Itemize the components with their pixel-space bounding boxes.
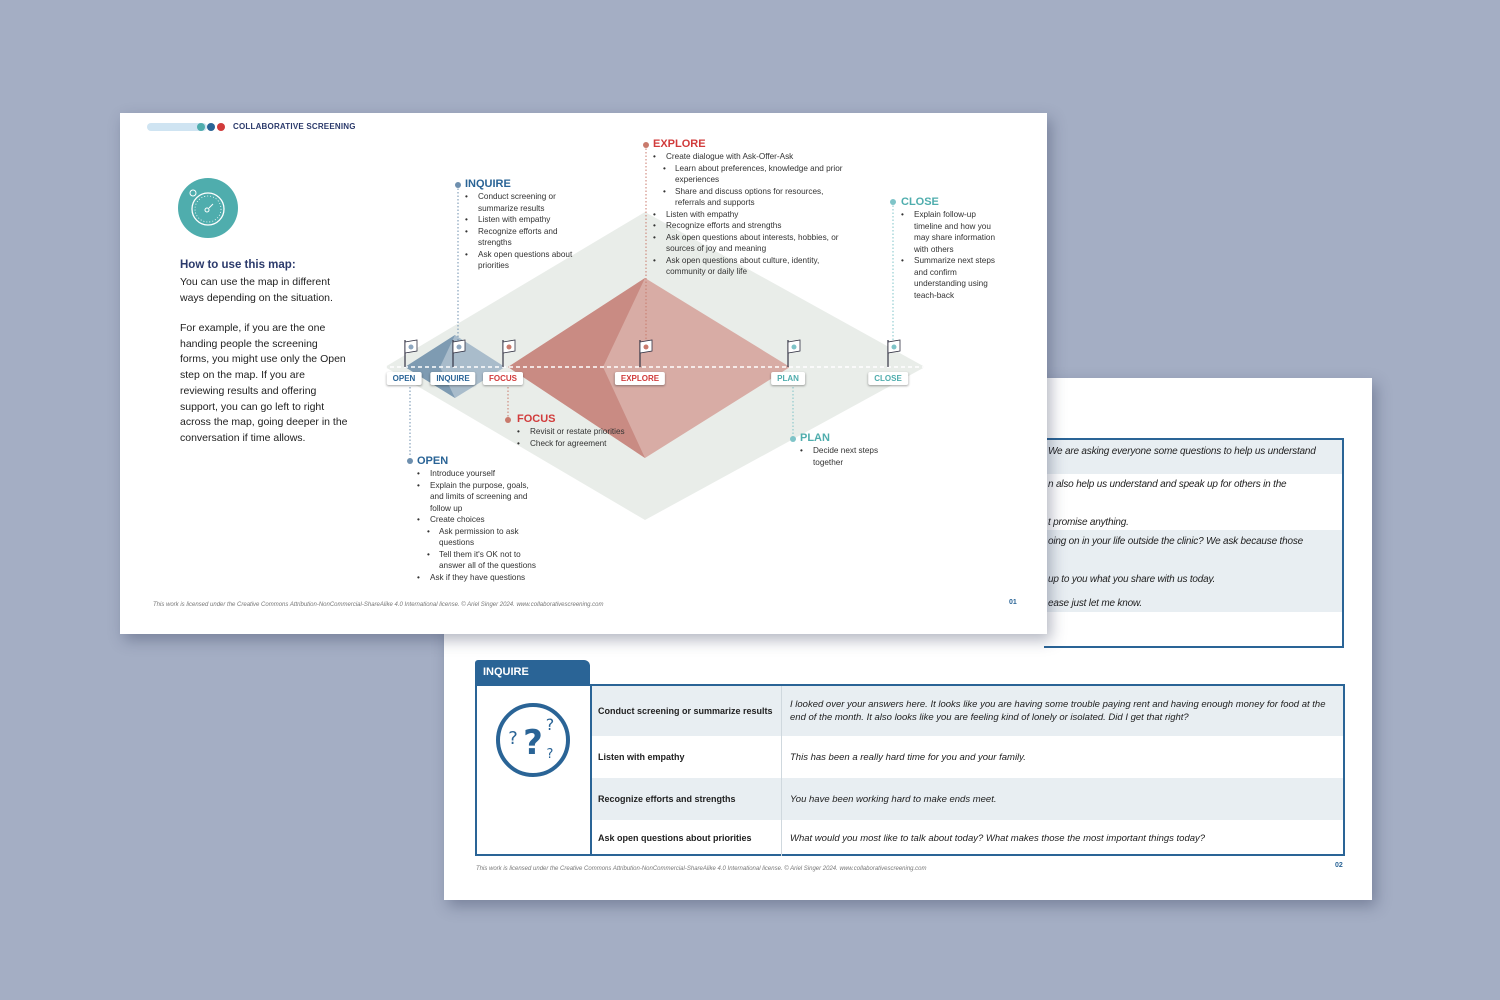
plan-title: PLAN — [800, 432, 830, 444]
inquire-block: INQUIRE Conduct screening or summarize r… — [465, 178, 580, 272]
list-item: Tell them it's OK not to answer all of t… — [417, 549, 542, 572]
focus-title: FOCUS — [517, 413, 556, 425]
header-dot — [217, 123, 225, 131]
row-label: Conduct screening or summarize results — [592, 686, 782, 736]
script-line: up to you what you share with us today. — [1048, 574, 1216, 585]
page-number: 02 — [1335, 862, 1343, 869]
list-item: Learn about preferences, knowledge and p… — [653, 163, 843, 186]
open-title: OPEN — [417, 455, 449, 467]
list-item: Create choices — [417, 514, 542, 526]
close-title: CLOSE — [901, 196, 939, 208]
icon-cell: ? ? ? ? — [477, 686, 592, 854]
list-item: Revisit or restate priorities — [517, 426, 627, 438]
explore-diamond-shade — [508, 278, 645, 458]
header-dot — [197, 123, 205, 131]
step-label-inquire[interactable]: INQUIRE — [430, 372, 476, 385]
svg-text:?: ? — [547, 747, 554, 762]
table-row: Listen with empathy This has been a reall… — [592, 736, 1343, 778]
explore-title: EXPLORE — [653, 138, 706, 150]
footer-license: This work is licensed under the Creative… — [153, 602, 604, 608]
list-item: Ask if they have questions — [417, 572, 542, 584]
question-marks-icon: ? ? ? ? — [496, 703, 570, 777]
page-1: COLLABORATIVE SCREENING How to use this … — [120, 113, 1047, 634]
plan-block: PLAN Decide next steps together — [800, 432, 900, 468]
header-bar — [147, 123, 207, 131]
list-item: Introduce yourself — [417, 468, 542, 480]
explore-block: EXPLORE Create dialogue with Ask-Offer-A… — [653, 138, 843, 278]
script-line: ease just let me know. — [1048, 598, 1142, 609]
svg-text:?: ? — [546, 715, 555, 734]
row-text: This has been a really hard time for you… — [790, 751, 1026, 763]
section-tab-inquire: INQUIRE — [475, 660, 590, 685]
stopwatch-icon — [178, 178, 238, 238]
svg-text:?: ? — [523, 723, 543, 763]
header-title: COLLABORATIVE SCREENING — [233, 122, 356, 131]
list-item: Conduct screening or summarize results — [465, 191, 580, 214]
list-item: Check for agreement — [517, 438, 627, 450]
row-text: I looked over your answers here. It look… — [790, 699, 1326, 723]
list-item: Explain the purpose, goals, and limits o… — [417, 480, 542, 515]
open-script-table: We are asking everyone some questions to… — [1044, 438, 1344, 648]
script-line: t promise anything. — [1048, 517, 1129, 528]
list-item: Recognize efforts and strengths — [653, 220, 843, 232]
script-line: n also help us understand and speak up f… — [1048, 479, 1287, 490]
row-label: Listen with empathy — [592, 736, 782, 778]
list-item: Listen with empathy — [465, 214, 580, 226]
step-label-open[interactable]: OPEN — [386, 372, 422, 385]
open-block: OPEN Introduce yourselfExplain the purpo… — [417, 455, 542, 583]
howto-title: How to use this map: — [180, 259, 296, 271]
list-item: Listen with empathy — [653, 209, 843, 221]
row-label: Ask open questions about priorities — [592, 820, 782, 856]
list-item: Ask open questions about interests, hobb… — [653, 232, 843, 255]
svg-text:?: ? — [508, 728, 518, 749]
header-dot — [207, 123, 215, 131]
step-label-focus[interactable]: FOCUS — [483, 372, 523, 385]
list-item: Explain follow-up timeline and how you m… — [901, 209, 1006, 255]
step-label-explore[interactable]: EXPLORE — [614, 372, 666, 385]
list-item: Ask open questions about priorities — [465, 249, 580, 272]
howto-text: You can use the map in different ways de… — [180, 276, 333, 304]
footer-license: This work is licensed under the Creative… — [476, 866, 927, 872]
list-item: Recognize efforts and strengths — [465, 226, 580, 249]
inquire-title: INQUIRE — [465, 178, 511, 190]
script-line: We are asking everyone some questions to… — [1048, 446, 1316, 457]
step-label-plan[interactable]: PLAN — [771, 372, 805, 385]
table-row: Recognize efforts and strengths You have … — [592, 778, 1343, 820]
list-item: Decide next steps together — [800, 445, 900, 468]
step-label-close[interactable]: CLOSE — [868, 372, 908, 385]
list-item: Summarize next steps and confirm underst… — [901, 255, 1006, 301]
table-row: Ask open questions about priorities What … — [592, 820, 1343, 856]
list-item: Share and discuss options for resources,… — [653, 186, 843, 209]
focus-block: FOCUS Revisit or restate prioritiesCheck… — [517, 413, 627, 449]
row-text: You have been working hard to make ends … — [790, 793, 997, 805]
example-text: For example, if you are the one handing … — [180, 322, 348, 444]
row-text: What would you most like to talk about t… — [790, 832, 1206, 844]
page-number: 01 — [1009, 599, 1017, 606]
inquire-table: ? ? ? ? Conduct screening or summarize r… — [475, 684, 1345, 856]
table-row: Conduct screening or summarize results I … — [592, 686, 1343, 736]
close-block: CLOSE Explain follow-up timeline and how… — [901, 196, 1006, 301]
list-item: Create dialogue with Ask-Offer-Ask — [653, 151, 843, 163]
flag-icons — [404, 339, 901, 367]
list-item: Ask open questions about culture, identi… — [653, 255, 843, 278]
list-item: Ask permission to ask questions — [417, 526, 542, 549]
row-label: Recognize efforts and strengths — [592, 778, 782, 820]
script-line: oing on in your life outside the clinic?… — [1048, 536, 1303, 547]
